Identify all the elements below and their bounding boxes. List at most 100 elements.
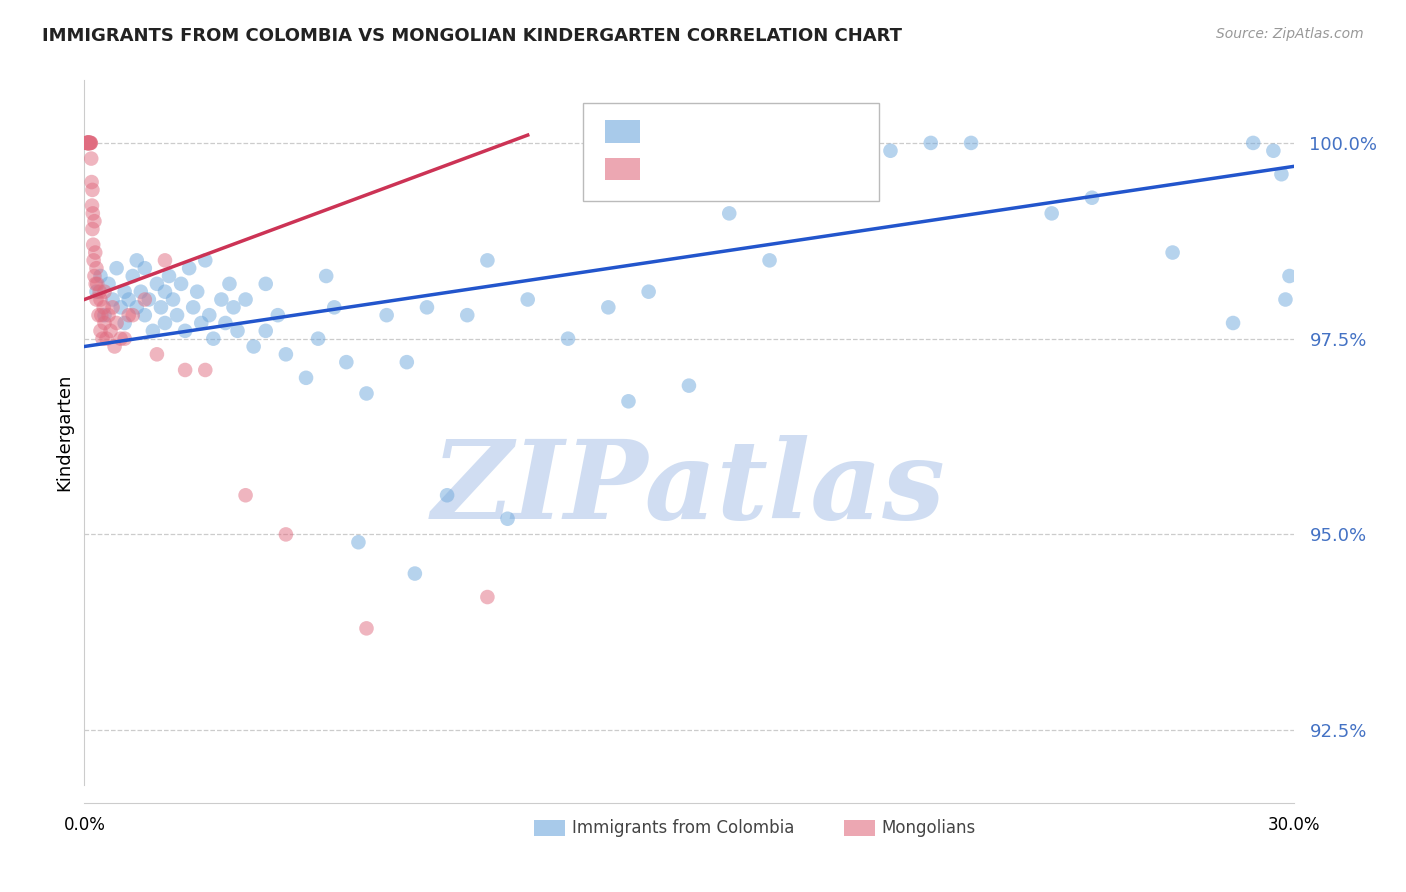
- Point: [557, 332, 579, 346]
- Point: [274, 347, 297, 361]
- Point: [79, 136, 101, 150]
- Point: [436, 488, 458, 502]
- Point: [97, 308, 120, 322]
- Point: [76, 136, 98, 150]
- Point: [77, 136, 100, 150]
- Point: [356, 621, 378, 635]
- Point: [93, 301, 115, 315]
- Point: [356, 386, 378, 401]
- Point: [637, 285, 659, 299]
- Point: [170, 277, 193, 291]
- Point: [83, 268, 105, 283]
- Point: [1222, 316, 1244, 330]
- Point: [335, 355, 357, 369]
- Point: [307, 332, 329, 346]
- Point: [129, 285, 152, 299]
- Point: [77, 136, 100, 150]
- Point: [242, 339, 264, 353]
- Point: [121, 308, 143, 322]
- Point: [1278, 268, 1301, 283]
- Point: [89, 285, 111, 299]
- Point: [1270, 167, 1292, 181]
- Point: [125, 253, 148, 268]
- Point: [186, 285, 208, 299]
- Point: [496, 512, 519, 526]
- Point: [1241, 136, 1264, 150]
- Point: [84, 245, 107, 260]
- Point: [101, 301, 124, 315]
- Text: Mongolians: Mongolians: [882, 819, 976, 837]
- Point: [105, 261, 128, 276]
- Point: [879, 144, 901, 158]
- Point: [125, 301, 148, 315]
- Point: [76, 136, 98, 150]
- Point: [75, 136, 97, 150]
- Point: [395, 355, 418, 369]
- Text: Source: ZipAtlas.com: Source: ZipAtlas.com: [1216, 27, 1364, 41]
- Point: [274, 527, 297, 541]
- Point: [198, 308, 221, 322]
- Point: [375, 308, 398, 322]
- Point: [93, 316, 115, 330]
- Point: [118, 308, 141, 322]
- Point: [235, 293, 257, 307]
- Point: [89, 293, 111, 307]
- Point: [315, 268, 337, 283]
- Text: R = 0.420   N = 82: R = 0.420 N = 82: [647, 122, 831, 140]
- Point: [134, 261, 156, 276]
- Point: [86, 277, 108, 291]
- Point: [166, 308, 188, 322]
- Point: [96, 332, 118, 346]
- Point: [416, 301, 439, 315]
- Point: [110, 301, 132, 315]
- Point: [86, 285, 108, 299]
- Point: [76, 136, 98, 150]
- Point: [105, 316, 128, 330]
- Point: [1040, 206, 1063, 220]
- Point: [142, 324, 165, 338]
- Point: [598, 301, 620, 315]
- Point: [76, 136, 98, 150]
- Point: [194, 253, 217, 268]
- Point: [149, 301, 172, 315]
- Point: [254, 277, 277, 291]
- Point: [79, 136, 101, 150]
- Text: IMMIGRANTS FROM COLOMBIA VS MONGOLIAN KINDERGARTEN CORRELATION CHART: IMMIGRANTS FROM COLOMBIA VS MONGOLIAN KI…: [42, 27, 903, 45]
- Point: [134, 293, 156, 307]
- Point: [93, 308, 115, 322]
- Point: [79, 136, 101, 150]
- Point: [254, 324, 277, 338]
- Point: [179, 261, 201, 276]
- Point: [347, 535, 370, 549]
- Point: [93, 285, 115, 299]
- Point: [91, 332, 114, 346]
- Point: [678, 378, 700, 392]
- Point: [456, 308, 478, 322]
- Point: [194, 363, 217, 377]
- Point: [157, 268, 180, 283]
- Point: [190, 316, 212, 330]
- Point: [121, 268, 143, 283]
- Point: [80, 136, 103, 150]
- Point: [89, 324, 111, 338]
- Point: [718, 206, 741, 220]
- Point: [118, 293, 141, 307]
- Point: [153, 316, 176, 330]
- Point: [83, 214, 105, 228]
- Point: [295, 371, 318, 385]
- Text: Immigrants from Colombia: Immigrants from Colombia: [572, 819, 794, 837]
- Point: [153, 253, 176, 268]
- Point: [89, 268, 111, 283]
- Point: [218, 277, 240, 291]
- Point: [83, 253, 105, 268]
- Point: [226, 324, 249, 338]
- Text: 0.0%: 0.0%: [63, 816, 105, 834]
- Point: [153, 285, 176, 299]
- Y-axis label: Kindergarten: Kindergarten: [55, 374, 73, 491]
- Point: [209, 293, 232, 307]
- Point: [1081, 191, 1104, 205]
- Point: [146, 277, 169, 291]
- Point: [138, 293, 160, 307]
- Point: [76, 136, 98, 150]
- Point: [617, 394, 640, 409]
